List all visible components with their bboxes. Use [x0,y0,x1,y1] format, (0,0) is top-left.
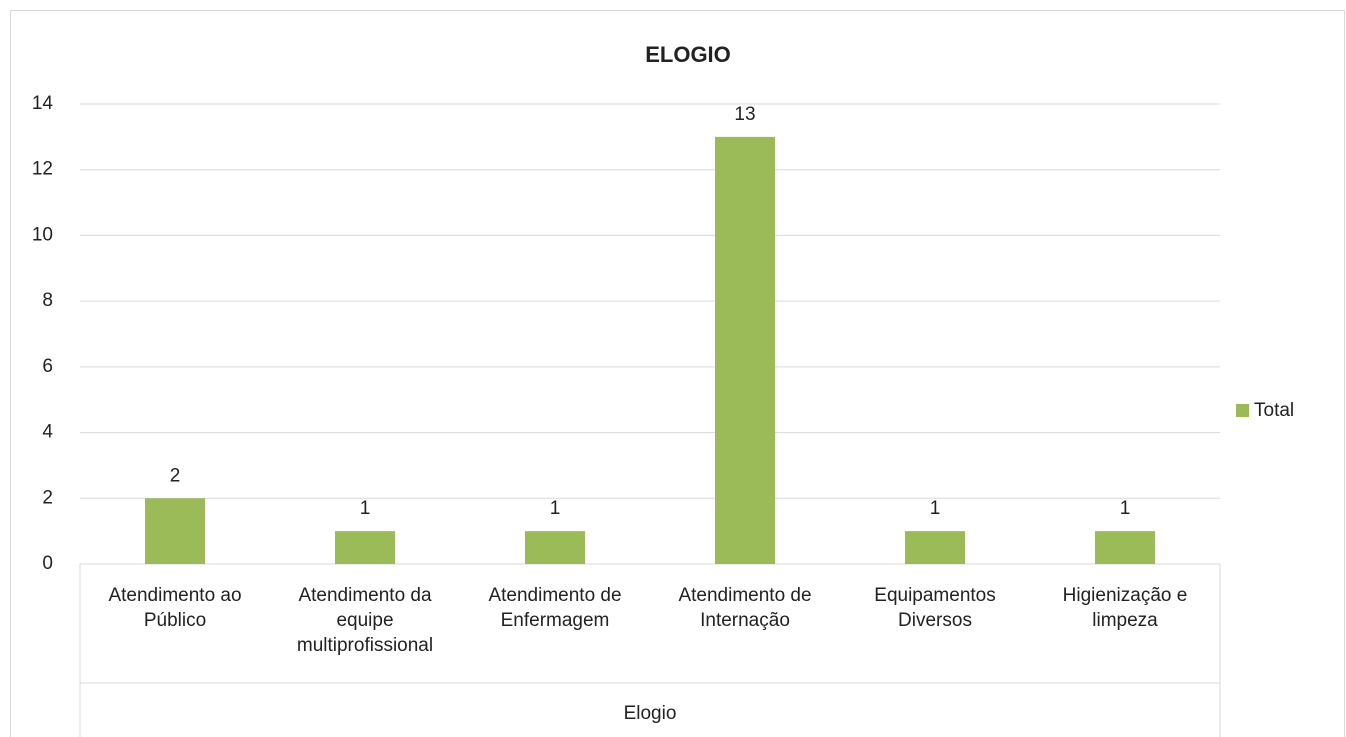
bar [335,531,395,564]
y-tick-label: 4 [42,422,53,443]
bar [905,531,965,564]
x-tick-label: Atendimento ao Público [108,585,242,631]
y-tick-label: 2 [42,487,53,508]
y-tick-label: 10 [32,224,53,245]
y-tick-label: 0 [42,553,53,574]
x-tick-label: Atendimento de Enfermagem [488,585,622,631]
data-label: 1 [930,498,941,519]
bar [1095,531,1155,564]
y-tick-label: 8 [42,290,53,311]
x-tick-label: Higienização e limpeza [1062,585,1188,631]
x-axis-label: Elogio [624,703,677,724]
bar [525,531,585,564]
legend-label: Total [1254,400,1294,421]
data-label: 1 [360,498,371,519]
y-tick-label: 12 [32,159,53,180]
chart-title: ELOGIO [645,42,731,67]
data-label: 2 [170,465,181,486]
data-label: 13 [734,104,755,125]
y-tick-label: 14 [32,93,54,114]
x-tick-label: Atendimento de Internação [678,585,812,631]
y-tick-label: 6 [42,356,53,377]
x-tick-label: Equipamentos Diversos [874,585,996,631]
bar [145,498,205,564]
bar [715,136,775,564]
x-tick-label: Atendimento da equipe multiprofissional [296,585,434,656]
chart-border [10,10,1345,737]
legend-swatch [1236,404,1249,417]
data-label: 1 [550,498,561,519]
data-label: 1 [1120,498,1131,519]
